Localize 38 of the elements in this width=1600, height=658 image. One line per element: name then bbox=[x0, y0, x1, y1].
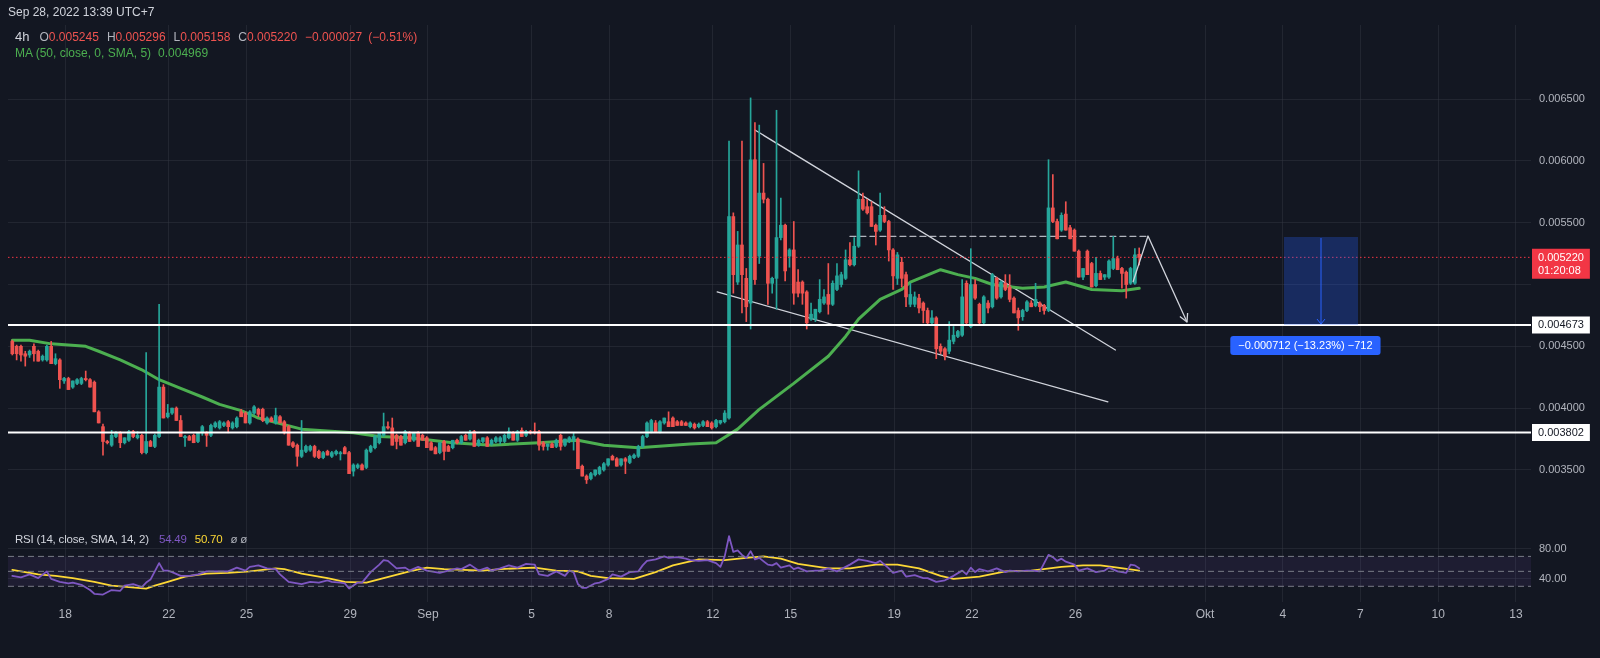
y-tick-label: 0.005500 bbox=[1539, 215, 1585, 228]
text: O0.005245 H0.005296 L0.005158 C0.005220 −0.000027 (−0.51%) bbox=[39, 30, 418, 44]
ref-line-label: 0.004673 bbox=[1538, 318, 1584, 331]
text: Sep 28, 2022 13:39 UTC+7 bbox=[8, 5, 155, 19]
y-tick-label: 0.003500 bbox=[1539, 462, 1585, 475]
x-tick-label: 15 bbox=[783, 606, 798, 621]
x-tick-label: 18 bbox=[58, 606, 73, 621]
y-tick-label: 0.006000 bbox=[1539, 153, 1585, 166]
x-tick-label: Sep bbox=[417, 606, 439, 621]
annotation: 54.49 bbox=[158, 533, 187, 545]
x-tick-label: 26 bbox=[1068, 606, 1083, 621]
x-tick-label: 25 bbox=[239, 606, 254, 621]
chart-title: RSI (14, close, SMA, 14, 2) bbox=[15, 533, 149, 545]
x-tick-label: 13 bbox=[1509, 606, 1523, 621]
x-tick-label: 10 bbox=[1431, 606, 1446, 621]
x-tick-label: 22 bbox=[162, 606, 176, 621]
x-tick-label: Okt bbox=[1195, 606, 1216, 621]
chart-title: 4h bbox=[15, 29, 30, 44]
y-tick-label: 80.00 bbox=[1539, 541, 1567, 554]
ref-line-label: 0.005220 01:20:08 bbox=[1538, 250, 1584, 276]
x-tick-label: 29 bbox=[343, 606, 358, 621]
y-tick-label: 0.004000 bbox=[1539, 401, 1585, 414]
annotation: −0.000712 (−13.23%) −712 bbox=[1238, 338, 1373, 351]
annotation: 0.004969 bbox=[158, 46, 209, 60]
text: MA (50, close, 0, SMA, 5) bbox=[15, 46, 152, 60]
annotation: ø ø bbox=[230, 533, 248, 545]
x-tick-label: 12 bbox=[706, 606, 720, 621]
y-tick-label: 40.00 bbox=[1539, 571, 1567, 584]
x-tick-label: 8 bbox=[605, 606, 613, 621]
y-tick-label: 0.004500 bbox=[1539, 339, 1585, 352]
y-tick-label: 0.006500 bbox=[1539, 92, 1585, 105]
x-tick-label: 22 bbox=[965, 606, 979, 621]
x-tick-label: 4 bbox=[1279, 606, 1287, 621]
x-tick-label: 7 bbox=[1357, 606, 1365, 621]
x-tick-label: 5 bbox=[528, 606, 536, 621]
ref-line-label: 0.003802 bbox=[1538, 426, 1584, 439]
x-tick-label: 19 bbox=[887, 606, 902, 621]
annotation: 50.70 bbox=[194, 533, 223, 545]
